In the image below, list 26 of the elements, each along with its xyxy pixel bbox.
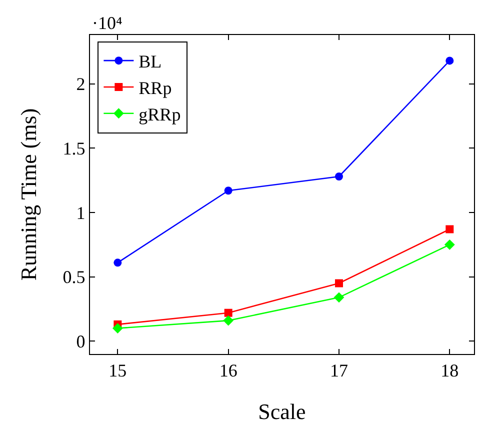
x-tick-label: 15 <box>108 360 127 381</box>
x-tick-label: 17 <box>330 360 348 381</box>
point <box>224 186 232 195</box>
point <box>334 292 344 303</box>
legend-label: RRp <box>138 78 172 98</box>
legend-label: BL <box>138 52 162 72</box>
x-axis-title: Scale <box>258 399 306 424</box>
y-axis-title: Running Time (ms) <box>16 108 41 281</box>
legend-label: gRRp <box>138 104 181 124</box>
y-tick-label: 1.5 <box>62 138 86 158</box>
y-tick-label: 0 <box>76 331 86 352</box>
y-tick-label: 0.5 <box>62 267 86 288</box>
point <box>446 56 454 65</box>
y-tick-label: 1 <box>76 202 86 223</box>
x-tick-label: 16 <box>219 360 238 381</box>
point <box>444 239 455 250</box>
point <box>334 172 343 180</box>
point <box>334 279 343 288</box>
x-tick-label: 18 <box>440 360 459 381</box>
point <box>114 258 122 267</box>
text: ·10⁴ <box>92 13 122 33</box>
point <box>223 315 234 326</box>
point <box>112 323 123 334</box>
point <box>224 308 232 317</box>
y-tick-label: 2 <box>76 74 86 94</box>
point <box>446 225 454 234</box>
